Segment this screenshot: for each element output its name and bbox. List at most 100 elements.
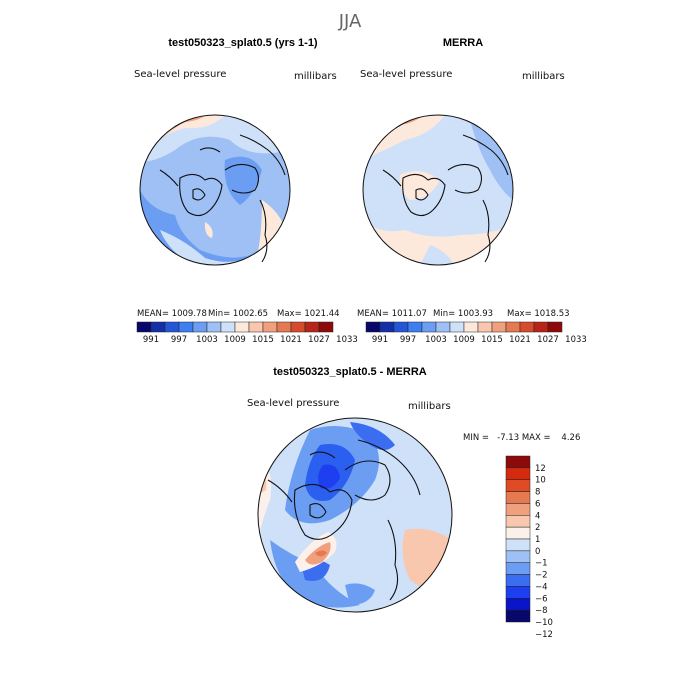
colorbar-tick-label: −6 [535,594,548,604]
panel-title-difference: test050323_splat0.5 - MERRA [273,366,427,378]
colorbar-tick-label: 1021 [280,335,302,345]
colorbar-tick-label: 991 [143,335,159,345]
slp-fill-high-cell [204,222,213,238]
colorbar-swatch [505,503,531,516]
colorbar-tick-label: 1015 [252,335,274,345]
slp-fill-1015-south [363,220,513,265]
stat-min-merra: Min= 1003.93 [433,309,493,319]
colorbar-tick-label: 1021 [509,335,531,345]
colorbar-tick-label: 1009 [224,335,246,345]
colorbar-swatch [220,321,236,333]
colorbar-tick-label: 1027 [537,335,559,345]
stat-max-merra: Max= 1018.53 [507,309,570,319]
coastlines [159,134,286,263]
colorbar-swatch [178,321,194,333]
colorbar-swatch [248,321,264,333]
stat-minmax-difference: MIN = -7.13 MAX = 4.26 [463,433,580,443]
colorbar-tick-label: −1 [535,559,548,569]
diff-fill-4-center [315,550,327,557]
colorbar-swatch [192,321,208,333]
figure-title: JJA [338,11,362,32]
colorbar-model: 991 997 1003 1009 1015 1021 1027 1033 [136,321,358,345]
colorbar-swatch [547,321,563,333]
colorbar-swatch [519,321,535,333]
colorbar-swatch [505,598,531,611]
colorbar-tick-label: 8 [535,488,540,498]
colorbar-tick-label: 1003 [196,335,218,345]
colorbar-swatch [421,321,437,333]
colorbar-swatch [365,321,381,333]
colorbar-swatch [449,321,465,333]
diff-fill-minus2-bottom [345,583,375,605]
colorbar-swatch [318,321,334,333]
colorbar-swatch [435,321,451,333]
colorbar-swatch [505,538,531,552]
colorbar-tick-label: 997 [400,335,416,345]
colorbar-swatch [505,467,531,480]
colorbar-swatch [304,321,320,333]
colorbar-swatch [393,321,409,333]
map-outline [362,114,514,266]
colorbar-swatch [262,321,278,333]
field-label-difference: Sea-level pressure [247,398,339,409]
colorbar-swatch [136,321,152,333]
colorbar-swatch [505,562,531,575]
colorbar-swatch [505,586,531,599]
coastlines [267,439,421,601]
units-label-merra: millibars [522,71,565,82]
colorbar-tick-label: 4 [535,511,540,521]
map-model [139,114,291,266]
map-outline [257,417,453,613]
colorbar-swatch [505,515,531,528]
colorbar-swatch [379,321,395,333]
colorbar-tick-label: −8 [535,606,548,616]
units-label-model: millibars [294,71,337,82]
colorbar-tick-label: 12 [535,464,546,474]
colorbar-tick-label: 997 [171,335,187,345]
coastlines [382,134,509,263]
colorbar-swatch [290,321,306,333]
colorbar-tick-label: 0 [535,547,540,557]
stat-mean-model: MEAN= 1009.78 [137,309,207,319]
stat-max-model: Max= 1021.44 [277,309,340,319]
colorbar-swatch [407,321,423,333]
colorbar-tick-label: −4 [535,582,548,592]
panel-title-merra: MERRA [443,37,483,49]
colorbar-swatch [505,321,521,333]
colorbar-tick-label: −12 [535,630,553,640]
units-label-difference: millibars [408,401,451,412]
map-merra [362,114,514,266]
map-outline [139,114,291,266]
stat-mean-merra: MEAN= 1011.07 [357,309,427,319]
colorbar-swatch [491,321,507,333]
colorbar-tick-label: 1033 [336,335,358,345]
colorbar-tick-label: 6 [535,499,540,509]
colorbar-swatch [276,321,292,333]
colorbar-swatch [505,455,531,469]
colorbar-tick-label: −2 [535,571,548,581]
colorbar-tick-label: 1015 [481,335,503,345]
slp-fill-1009-south [420,245,455,265]
colorbar-swatch [505,526,531,540]
colorbar-merra: 991 997 1003 1009 1015 1021 1027 1033 [365,321,587,345]
colorbar-tick-label: 991 [372,335,388,345]
stat-min-model: Min= 1002.65 [208,309,268,319]
field-label-model: Sea-level pressure [134,69,226,80]
colorbar-tick-label: 1033 [565,335,587,345]
colorbar-swatch [505,491,531,504]
colorbar-tick-label: 10 [535,476,546,486]
colorbar-swatch [505,574,531,587]
slp-fill-low-center [224,156,262,205]
colorbar-swatch [463,321,479,333]
colorbar-tick-label: −10 [535,618,553,628]
colorbar-swatch [533,321,549,333]
colorbar-swatch [206,321,222,333]
colorbar-tick-label: 1009 [453,335,475,345]
colorbar-swatch [234,321,250,333]
field-label-merra: Sea-level pressure [360,69,452,80]
colorbar-tick-label: 1027 [308,335,330,345]
colorbar-swatch [505,609,531,623]
slp-fill-1015-center [399,171,440,200]
